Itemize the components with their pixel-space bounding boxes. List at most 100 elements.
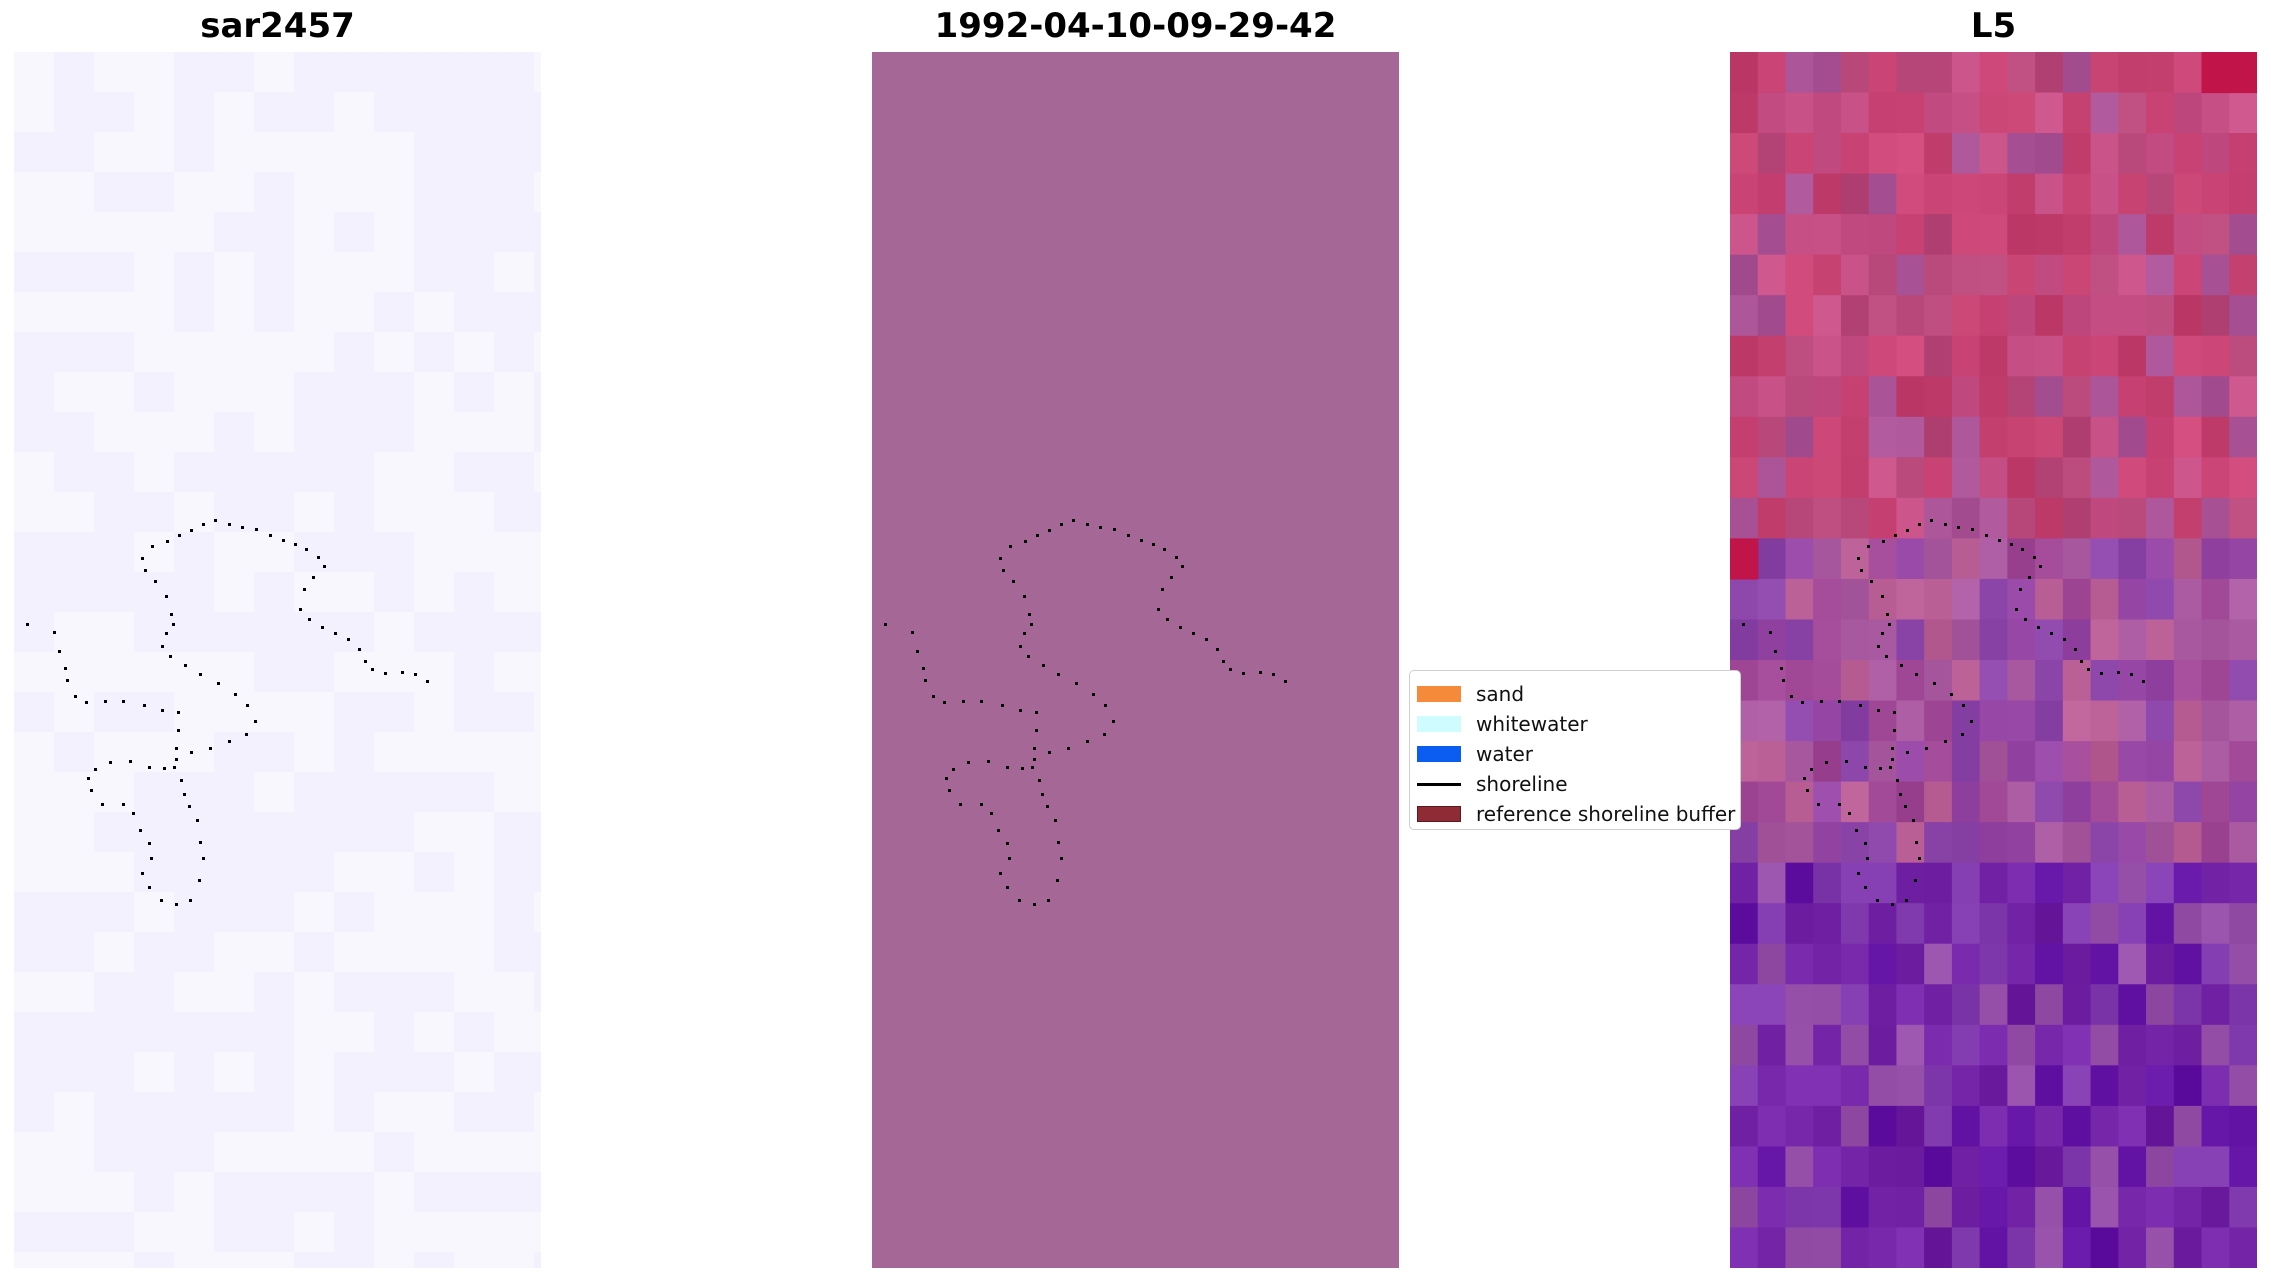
shoreline-dot [2010, 543, 2013, 546]
shoreline-dot [1048, 751, 1051, 754]
shoreline-dot [1906, 529, 1909, 532]
shoreline-dot [1864, 842, 1867, 845]
shoreline-dot [999, 557, 1002, 560]
shoreline-dot [1284, 680, 1287, 683]
whitewater-swatch [1417, 716, 1461, 732]
shoreline-dot [414, 673, 417, 676]
shoreline-dot [1918, 857, 1921, 860]
shoreline-dot [1774, 650, 1777, 653]
shoreline-dot [1086, 740, 1089, 743]
sar-image [14, 52, 541, 1268]
shoreline-dot [1866, 857, 1869, 860]
shoreline-dot [1780, 667, 1783, 670]
shoreline-dot [1914, 879, 1917, 882]
shoreline-dot [1035, 729, 1038, 732]
shoreline-dot [1855, 829, 1858, 832]
shoreline-dot [294, 543, 297, 546]
shoreline-dot [246, 704, 249, 707]
shoreline-dot [1175, 556, 1178, 559]
shoreline-dot [2028, 576, 2031, 579]
shoreline-dot [924, 679, 927, 682]
shoreline-dot [1019, 645, 1022, 648]
shoreline-dot [1950, 693, 1953, 696]
shoreline-dot [1046, 805, 1049, 808]
shoreline-dot [1033, 758, 1036, 761]
shoreline-dot [1817, 803, 1820, 806]
shoreline-dot [241, 526, 244, 529]
shoreline-dot [1060, 857, 1063, 860]
legend-item-sand: sand [1417, 680, 1524, 708]
shoreline-dot [1870, 580, 1873, 583]
shoreline-dot [1845, 760, 1848, 763]
shoreline-dot [303, 588, 306, 591]
shoreline-dot [1893, 729, 1896, 732]
shoreline-dot [1057, 673, 1060, 676]
shoreline-dot [962, 700, 965, 703]
shoreline-dot [2117, 671, 2120, 674]
shoreline-dot [154, 580, 157, 583]
shoreline-dot [1006, 886, 1009, 889]
shoreline-dot [1885, 655, 1888, 658]
shoreline-dot [997, 829, 1000, 832]
shoreline-dot [1047, 899, 1050, 902]
shoreline-dot [1054, 819, 1057, 822]
shoreline-dot [1140, 539, 1143, 542]
shoreline-dot [312, 576, 315, 579]
shoreline-dot [1127, 534, 1130, 537]
shoreline-dot [90, 789, 93, 792]
shoreline-dot [1891, 747, 1894, 750]
shoreline-dot [1886, 613, 1889, 616]
shoreline-dot [160, 899, 163, 902]
shoreline-dot [101, 803, 104, 806]
shoreline-dot [1859, 704, 1862, 707]
shoreline-dot [1971, 528, 1974, 531]
shoreline-dot [141, 872, 144, 875]
shoreline-dot [1961, 733, 1964, 736]
shoreline-dot [165, 595, 168, 598]
shoreline-dot [1041, 793, 1044, 796]
shoreline-dot [144, 569, 147, 572]
shoreline-dot [175, 758, 178, 761]
shoreline-dot [1918, 523, 1921, 526]
rgb-image [1730, 52, 2257, 1268]
shoreline-dot [1998, 539, 2001, 542]
shoreline-dot [1086, 523, 1089, 526]
shoreline-dot [180, 779, 183, 782]
legend-label-water: water [1476, 742, 1533, 766]
shoreline-dot [2024, 618, 2027, 621]
shoreline-dot [214, 519, 217, 522]
shoreline-dot [2037, 626, 2040, 629]
shoreline-dot [999, 872, 1002, 875]
shoreline-dot [1216, 648, 1219, 651]
title-sar: sar2457 [200, 6, 355, 46]
shoreline-dot [148, 766, 151, 769]
shoreline-dot [945, 777, 948, 780]
shoreline-dot [358, 648, 361, 651]
shoreline-dot [1894, 534, 1897, 537]
shoreline-dot [1915, 841, 1918, 844]
shoreline-dot [334, 632, 337, 635]
shoreline-dot [148, 886, 151, 889]
shoreline-dot [184, 664, 187, 667]
shoreline-dot [1881, 595, 1884, 598]
shoreline-dot [1259, 671, 1262, 674]
shoreline-dot [196, 819, 199, 822]
shoreline-dot [1033, 903, 1036, 906]
shoreline-dot [1161, 588, 1164, 591]
shoreline-dot [26, 623, 29, 626]
shoreline-dot [150, 857, 153, 860]
shoreline-dot [66, 679, 69, 682]
legend-label-reference-buffer: reference shoreline buffer [1476, 802, 1736, 826]
shoreline-dot [1048, 529, 1051, 532]
shoreline-dot [299, 608, 302, 611]
shoreline-dot [1889, 766, 1892, 769]
shoreline-dot [53, 631, 56, 634]
shoreline-dot [87, 777, 90, 780]
shoreline-line-swatch [1417, 782, 1461, 786]
shoreline-dot [254, 720, 257, 723]
shoreline-dot [104, 700, 107, 703]
legend-label-shoreline: shoreline [1476, 772, 1568, 796]
shoreline-dot [1769, 631, 1772, 634]
shoreline-dot [166, 540, 169, 543]
shoreline-dot [952, 768, 955, 771]
